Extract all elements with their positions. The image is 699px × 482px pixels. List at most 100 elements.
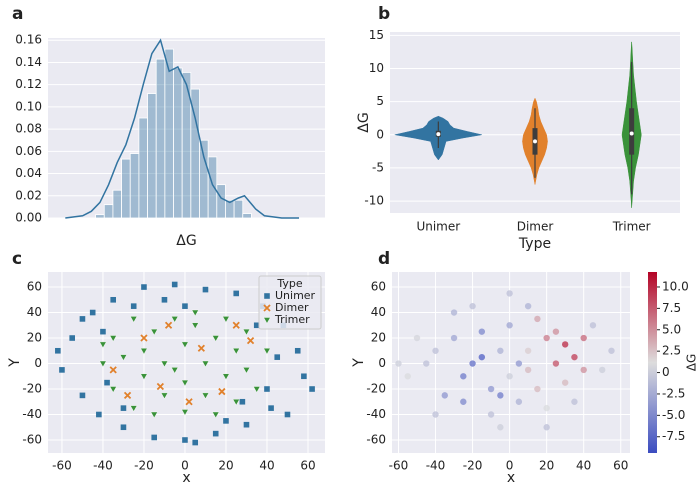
point — [432, 347, 439, 354]
y-tick-label: 0.06 — [15, 144, 42, 158]
point — [543, 404, 550, 412]
bar — [233, 199, 244, 219]
point — [218, 387, 226, 396]
point — [589, 322, 597, 329]
x-tick-label: -60 — [389, 459, 409, 473]
point — [242, 367, 251, 374]
point — [534, 315, 541, 323]
plot-background — [48, 38, 325, 218]
legend-marker — [263, 304, 271, 312]
y-tick-label: 0 — [378, 356, 386, 370]
point — [171, 316, 179, 323]
point — [109, 335, 117, 342]
point — [506, 322, 513, 329]
point — [268, 405, 274, 411]
legend-box — [258, 275, 322, 330]
y-tick-label: 60 — [371, 280, 386, 294]
point — [191, 322, 199, 329]
y-tick-label: 0 — [34, 356, 42, 370]
x-axis-label: x — [507, 470, 515, 482]
median — [629, 131, 634, 136]
bar — [216, 184, 226, 219]
point — [232, 348, 240, 355]
panel-label: b — [378, 4, 390, 24]
point — [119, 354, 128, 361]
point — [469, 302, 476, 310]
y-tick-label: 5 — [376, 94, 384, 108]
x-tick-label: -40 — [93, 459, 113, 473]
point — [212, 430, 219, 437]
point — [246, 336, 255, 345]
point — [524, 347, 532, 354]
violin-half — [522, 98, 536, 185]
point — [506, 290, 513, 297]
y-tick-label: 0.00 — [15, 211, 42, 225]
x-axis-label: Type — [518, 236, 551, 252]
x-tick-label: 20 — [539, 459, 554, 473]
point — [130, 303, 137, 309]
point — [222, 373, 230, 380]
point — [294, 347, 301, 354]
violin-half — [621, 41, 632, 208]
colorbar-tick-label: -7.5 — [662, 429, 685, 443]
y-tick-label: 0.16 — [15, 33, 42, 47]
point — [140, 373, 148, 380]
point — [160, 392, 169, 400]
y-tick-label: -40 — [22, 407, 42, 421]
y-tick-label: 20 — [371, 331, 386, 345]
y-tick-label: 0.04 — [15, 166, 42, 180]
colorbar-tick-label: 2.5 — [662, 344, 681, 358]
y-tick-label: 40 — [27, 305, 42, 319]
y-tick-label: -20 — [366, 382, 386, 396]
y-tick-label: 40 — [371, 305, 386, 319]
y-tick-label: 20 — [27, 331, 42, 345]
point — [432, 411, 439, 418]
point — [141, 284, 147, 290]
point — [534, 385, 541, 393]
point — [243, 421, 250, 428]
y-tick-label: -60 — [22, 432, 42, 446]
x-tick-label: Dimer — [517, 220, 554, 234]
violin-half — [534, 98, 548, 185]
x-tick-label: 0 — [181, 459, 189, 473]
point — [181, 379, 189, 387]
point — [223, 418, 229, 424]
point — [264, 386, 270, 392]
y-tick-label: 60 — [27, 280, 42, 294]
point — [274, 354, 281, 360]
legend-label: Trimer — [274, 313, 310, 326]
point — [242, 328, 251, 336]
y-tick-label: -5 — [372, 160, 384, 174]
y-tick-label: -40 — [366, 407, 386, 421]
point — [253, 386, 261, 393]
point — [69, 335, 75, 341]
point — [123, 391, 132, 400]
point — [571, 398, 578, 405]
x-tick-label: 40 — [259, 459, 274, 473]
point — [171, 367, 179, 374]
y-tick-label: -20 — [22, 382, 42, 396]
x-tick-label: 0 — [506, 459, 514, 473]
point — [460, 373, 467, 380]
point — [580, 334, 587, 342]
point — [552, 328, 560, 335]
point — [487, 411, 495, 418]
point — [185, 398, 193, 406]
y-tick-label: 0.14 — [15, 55, 42, 69]
violin-half — [394, 115, 439, 161]
median — [533, 139, 537, 144]
x-tick-label: 20 — [218, 459, 233, 473]
point — [150, 328, 158, 336]
panel-label: c — [12, 249, 22, 269]
point — [79, 316, 86, 322]
x-tick-label: 60 — [300, 459, 315, 473]
bar — [95, 214, 105, 219]
point — [423, 360, 430, 367]
point — [497, 424, 504, 431]
point — [100, 328, 106, 335]
point — [182, 437, 188, 443]
x-tick-label: -20 — [463, 459, 483, 473]
point — [79, 392, 86, 399]
point — [309, 386, 315, 392]
